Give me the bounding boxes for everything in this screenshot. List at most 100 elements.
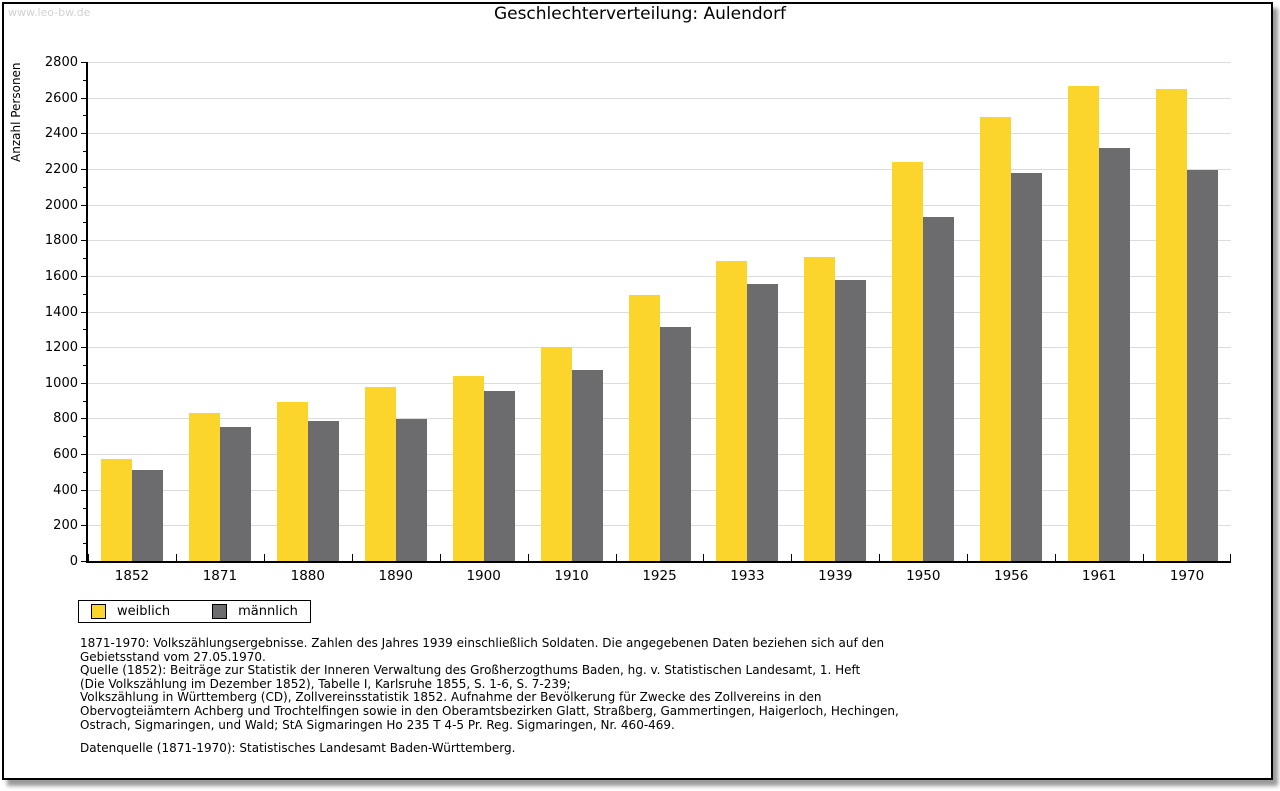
bar-männlich-1939 bbox=[835, 280, 867, 561]
y-axis-tick-label: 2000 bbox=[44, 197, 78, 213]
x-axis-label-1852: 1852 bbox=[114, 568, 150, 584]
x-boundary-tick bbox=[352, 554, 353, 561]
footnote-line: Volkszählung in Württemberg (CD), Zollve… bbox=[80, 690, 822, 705]
x-boundary-tick bbox=[1230, 554, 1231, 561]
y-tick bbox=[81, 62, 87, 63]
y-axis-tick-label: 200 bbox=[53, 518, 78, 534]
y-tick bbox=[81, 454, 87, 456]
footnote-line: Gebietsstand vom 27.05.1970. bbox=[80, 649, 266, 664]
gridline-2200 bbox=[88, 168, 1231, 170]
x-boundary-tick bbox=[879, 554, 880, 561]
gridline-1400 bbox=[88, 311, 1231, 313]
footnote-line: Quelle (1852): Beiträge zur Statistik de… bbox=[80, 663, 861, 678]
legend-swatch-maennlich bbox=[212, 604, 228, 619]
x-axis-label-1939: 1939 bbox=[818, 568, 853, 584]
bar-weiblich-1880 bbox=[276, 401, 308, 561]
datasource-line: Datenquelle (1871-1970): Statistisches L… bbox=[80, 741, 516, 756]
gridline-1600 bbox=[88, 275, 1231, 277]
bar-weiblich-1950 bbox=[892, 161, 924, 561]
x-boundary-tick bbox=[88, 554, 89, 561]
gridline-2800 bbox=[88, 62, 1231, 63]
bar-weiblich-1871 bbox=[188, 413, 220, 561]
y-tick bbox=[81, 347, 87, 349]
y-tick bbox=[81, 489, 87, 491]
y-axis-title: Anzahl Personen bbox=[9, 62, 23, 162]
x-axis-label-1961: 1961 bbox=[1081, 568, 1117, 584]
x-axis-label-1956: 1956 bbox=[994, 568, 1029, 584]
y-minor-tick bbox=[83, 151, 87, 153]
x-boundary-tick bbox=[616, 554, 617, 561]
bar-männlich-1970 bbox=[1187, 169, 1219, 561]
y-minor-tick bbox=[83, 258, 87, 260]
y-minor-tick bbox=[83, 186, 87, 188]
x-axis-label-1950: 1950 bbox=[906, 568, 941, 584]
y-axis-tick-label: 1200 bbox=[44, 340, 78, 356]
bar-männlich-1871 bbox=[219, 427, 251, 561]
footnote-line: 1871-1970: Volkszählungsergebnisse. Zahl… bbox=[80, 636, 885, 650]
x-boundary-tick bbox=[1143, 554, 1144, 561]
bar-männlich-1900 bbox=[483, 390, 515, 561]
bar-weiblich-1900 bbox=[452, 375, 484, 561]
bar-weiblich-1925 bbox=[628, 295, 660, 561]
x-axis-label-1925: 1925 bbox=[642, 568, 677, 584]
y-tick bbox=[81, 418, 87, 420]
y-axis-tick-label: 2600 bbox=[44, 90, 78, 106]
y-minor-tick bbox=[83, 436, 87, 438]
x-axis-label-1871: 1871 bbox=[202, 568, 238, 584]
y-minor-tick bbox=[83, 364, 87, 366]
bar-weiblich-1910 bbox=[540, 347, 572, 561]
y-axis-tick-label: 400 bbox=[53, 482, 78, 498]
y-minor-tick bbox=[83, 79, 87, 81]
y-minor-tick bbox=[83, 471, 87, 473]
x-axis-label-1880: 1880 bbox=[290, 568, 325, 584]
x-axis-label-1933: 1933 bbox=[730, 568, 765, 584]
bar-männlich-1933 bbox=[747, 283, 779, 561]
chart-title: Geschlechterverteilung: Aulendorf bbox=[493, 4, 787, 24]
x-boundary-tick bbox=[703, 554, 704, 561]
y-tick bbox=[81, 133, 87, 135]
y-axis-tick-label: 2400 bbox=[44, 126, 78, 142]
gridline-1800 bbox=[88, 240, 1231, 242]
bar-weiblich-1970 bbox=[1156, 88, 1188, 561]
y-tick bbox=[81, 275, 87, 277]
y-minor-tick bbox=[83, 400, 87, 402]
footnote-line: Ostrach, Sigmaringen, und Wald; StA Sigm… bbox=[80, 717, 675, 732]
y-axis-tick-label: 600 bbox=[53, 447, 78, 463]
footnote-line: (Die Volkszählung im Dezember 1852), Tab… bbox=[80, 676, 571, 691]
footnotes: 1871-1970: Volkszählungsergebnisse. Zahl… bbox=[80, 636, 899, 756]
y-minor-tick bbox=[83, 543, 87, 545]
x-boundary-tick bbox=[264, 554, 265, 561]
y-axis-tick-label: 1800 bbox=[44, 233, 78, 249]
x-boundary-tick bbox=[967, 554, 968, 561]
y-minor-tick bbox=[83, 507, 87, 509]
y-minor-tick bbox=[83, 115, 87, 117]
x-boundary-tick bbox=[791, 554, 792, 561]
y-axis-tick-label: 2800 bbox=[44, 55, 78, 70]
bar-weiblich-1939 bbox=[804, 257, 836, 561]
gridline-2000 bbox=[88, 204, 1231, 206]
x-axis-label-1900: 1900 bbox=[466, 568, 501, 584]
legend-label-weiblich: weiblich bbox=[117, 604, 171, 619]
bar-männlich-1910 bbox=[571, 370, 603, 561]
y-tick bbox=[81, 382, 87, 384]
bar-männlich-1880 bbox=[307, 421, 339, 561]
y-minor-tick bbox=[83, 293, 87, 295]
footnote-line: Obervogteiämtern Achberg und Trochtelfin… bbox=[80, 703, 899, 718]
legend-swatch-weiblich bbox=[91, 604, 106, 619]
bar-männlich-1950 bbox=[923, 217, 955, 561]
y-tick bbox=[81, 168, 87, 170]
x-boundary-tick bbox=[440, 554, 441, 561]
y-axis-tick-label: 800 bbox=[53, 411, 78, 427]
plot-area bbox=[86, 62, 1231, 563]
x-axis-label-1890: 1890 bbox=[378, 568, 413, 584]
bar-männlich-1925 bbox=[659, 326, 691, 561]
y-tick bbox=[81, 240, 87, 242]
bar-männlich-1852 bbox=[131, 470, 163, 561]
gridline-2600 bbox=[88, 97, 1231, 99]
y-axis-tick-label: 1600 bbox=[44, 268, 78, 284]
y-tick bbox=[81, 525, 87, 527]
bar-männlich-1956 bbox=[1011, 172, 1043, 561]
y-tick bbox=[81, 97, 87, 99]
y-minor-tick bbox=[83, 329, 87, 331]
